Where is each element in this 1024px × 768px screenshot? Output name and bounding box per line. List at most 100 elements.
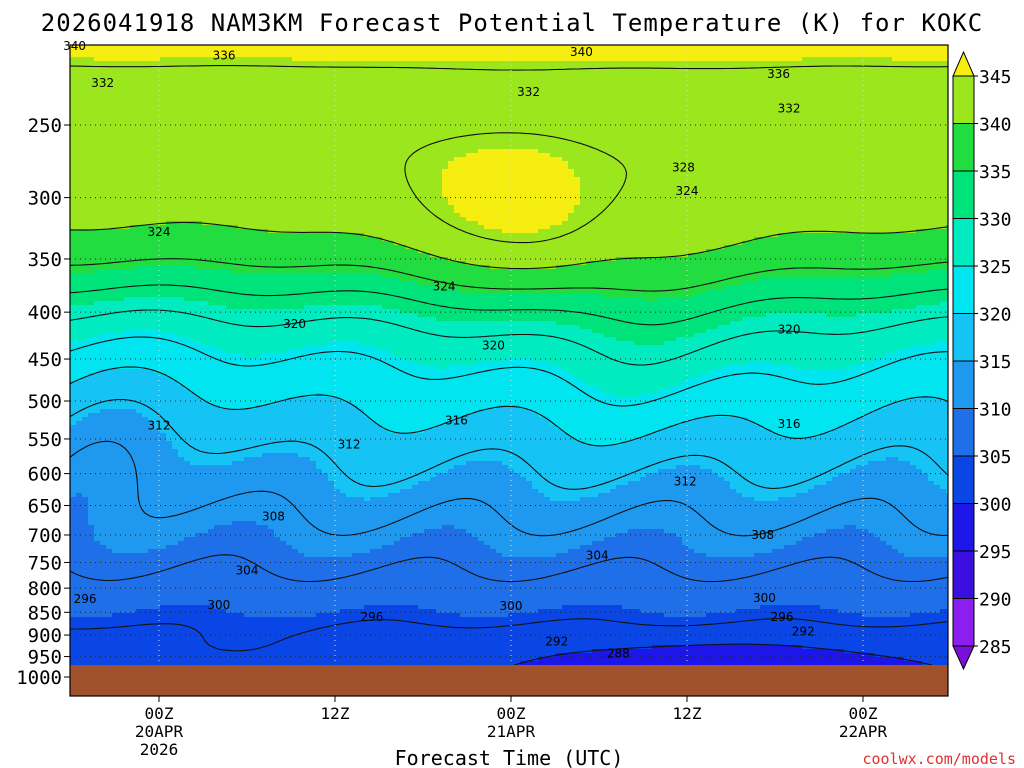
fill-cell <box>166 121 173 126</box>
fill-cell <box>172 169 179 174</box>
fill-cell <box>130 253 137 258</box>
fill-cell <box>118 141 125 146</box>
fill-cell <box>112 281 119 286</box>
fill-cell <box>154 645 161 650</box>
fill-cell <box>112 301 119 306</box>
fill-cell <box>184 593 191 598</box>
fill-cell <box>148 269 155 274</box>
fill-cell <box>166 549 173 554</box>
fill-cell <box>178 221 185 226</box>
fill-cell <box>94 609 101 614</box>
fill-cell <box>172 441 179 446</box>
fill-cell <box>130 329 137 334</box>
fill-cell <box>208 541 215 546</box>
fill-cell <box>208 117 215 122</box>
fill-cell <box>88 69 95 74</box>
fill-cell <box>94 113 101 118</box>
fill-cell <box>106 425 113 430</box>
fill-cell <box>142 301 149 306</box>
fill-cell <box>172 389 179 394</box>
fill-cell <box>106 485 113 490</box>
fill-cell <box>208 421 215 426</box>
fill-cell <box>142 361 149 366</box>
fill-cell <box>112 457 119 462</box>
fill-cell <box>82 393 89 398</box>
fill-cell <box>226 109 233 114</box>
fill-cell <box>70 649 77 654</box>
fill-cell <box>94 57 101 62</box>
fill-cell <box>142 345 149 350</box>
fill-cell <box>148 529 155 534</box>
fill-cell <box>106 237 113 242</box>
fill-cell <box>124 217 131 222</box>
fill-cell <box>94 469 101 474</box>
fill-cell <box>76 169 83 174</box>
fill-cell <box>142 457 149 462</box>
fill-cell <box>202 325 209 330</box>
fill-cell <box>100 193 107 198</box>
fill-cell <box>172 89 179 94</box>
fill-cell <box>118 325 125 330</box>
fill-cell <box>112 517 119 522</box>
fill-cell <box>148 117 155 122</box>
fill-cell <box>220 133 227 138</box>
fill-cell <box>106 301 113 306</box>
fill-cell <box>118 561 125 566</box>
fill-cell <box>106 173 113 178</box>
fill-cell <box>154 117 161 122</box>
fill-cell <box>202 649 209 654</box>
fill-cell <box>142 97 149 102</box>
fill-cell <box>94 157 101 162</box>
fill-cell <box>106 645 113 650</box>
fill-cell <box>154 89 161 94</box>
fill-cell <box>190 585 197 590</box>
fill-cell <box>184 409 191 414</box>
fill-cell <box>142 113 149 118</box>
fill-cell <box>94 301 101 306</box>
fill-cell <box>130 113 137 118</box>
fill-cell <box>184 137 191 142</box>
fill-cell <box>118 81 125 86</box>
fill-cell <box>160 81 167 86</box>
fill-cell <box>76 637 83 642</box>
fill-cell <box>148 381 155 386</box>
fill-cell <box>106 505 113 510</box>
fill-cell <box>136 465 143 470</box>
fill-cell <box>226 101 233 106</box>
fill-cell <box>100 345 107 350</box>
fill-cell <box>214 545 221 550</box>
fill-cell <box>214 293 221 298</box>
fill-cell <box>124 597 131 602</box>
fill-cell <box>88 101 95 106</box>
fill-cell <box>142 373 149 378</box>
fill-cell <box>112 573 119 578</box>
fill-cell <box>166 201 173 206</box>
fill-cell <box>142 609 149 614</box>
fill-cell <box>88 249 95 254</box>
fill-cell <box>76 421 83 426</box>
fill-cell <box>130 313 137 318</box>
fill-cell <box>154 145 161 150</box>
fill-cell <box>70 393 77 398</box>
fill-cell <box>70 105 77 110</box>
fill-cell <box>106 101 113 106</box>
fill-cell <box>196 161 203 166</box>
fill-cell <box>220 165 227 170</box>
fill-cell <box>124 145 131 150</box>
fill-cell <box>148 101 155 106</box>
fill-cell <box>214 145 221 150</box>
fill-cell <box>100 489 107 494</box>
fill-cell <box>82 425 89 430</box>
fill-cell <box>70 661 77 666</box>
fill-cell <box>196 89 203 94</box>
fill-cell <box>184 53 191 58</box>
fill-cell <box>208 445 215 450</box>
fill-cell <box>76 297 83 302</box>
fill-cell <box>112 373 119 378</box>
fill-cell <box>94 645 101 650</box>
fill-cell <box>118 305 125 310</box>
fill-cell <box>214 193 221 198</box>
fill-cell <box>142 241 149 246</box>
fill-cell <box>220 181 227 186</box>
fill-cell <box>100 629 107 634</box>
